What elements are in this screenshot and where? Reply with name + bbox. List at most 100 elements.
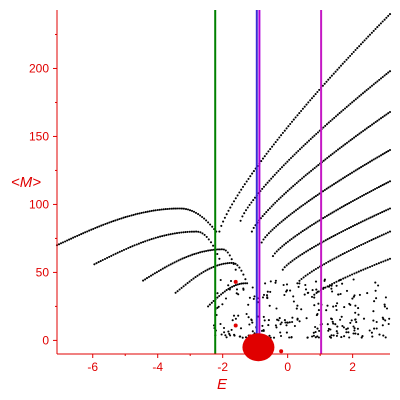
data-point xyxy=(240,269,243,272)
data-point xyxy=(348,274,351,277)
data-point xyxy=(351,273,354,276)
data-point xyxy=(282,219,285,222)
data-point xyxy=(355,197,358,201)
data-point xyxy=(383,74,386,77)
y-axis-label: <M> xyxy=(11,174,41,191)
data-point xyxy=(356,96,359,99)
data-point xyxy=(261,157,265,160)
data-point xyxy=(345,331,348,334)
data-point xyxy=(342,326,345,329)
data-point xyxy=(303,228,306,231)
data-point xyxy=(239,219,242,222)
data-point xyxy=(235,292,238,295)
data-point xyxy=(289,156,293,160)
data-point xyxy=(318,329,321,332)
data-point xyxy=(327,155,331,158)
data-point xyxy=(240,188,243,191)
data-point xyxy=(372,122,375,125)
data-point xyxy=(218,257,221,260)
data-point xyxy=(300,277,303,281)
data-point xyxy=(371,264,374,268)
data-point xyxy=(312,245,316,248)
data-point xyxy=(313,196,316,199)
data-point xyxy=(317,302,320,305)
data-point xyxy=(354,318,357,321)
data-point xyxy=(133,244,136,247)
data-point xyxy=(313,134,316,137)
data-point xyxy=(387,150,390,153)
data-point xyxy=(163,234,166,237)
data-point xyxy=(305,201,308,204)
data-point xyxy=(285,216,289,219)
data-point xyxy=(297,255,300,258)
data-point xyxy=(290,336,293,339)
data-point xyxy=(350,319,353,322)
data-point xyxy=(343,306,346,309)
data-point xyxy=(216,292,219,295)
data-point xyxy=(388,207,392,210)
data-point xyxy=(96,226,99,229)
data-point xyxy=(120,249,123,252)
data-point xyxy=(330,284,333,287)
data-point xyxy=(104,222,107,226)
data-point xyxy=(156,236,160,239)
data-point xyxy=(283,129,286,132)
data-point xyxy=(360,131,363,134)
data-point xyxy=(333,281,336,284)
data-point xyxy=(230,261,233,264)
data-point xyxy=(271,145,274,148)
data-point xyxy=(373,263,376,267)
data-point xyxy=(238,191,241,194)
data-point xyxy=(328,237,331,240)
data-point xyxy=(314,325,317,329)
data-point xyxy=(336,325,339,328)
data-point xyxy=(192,210,196,213)
x-axis-label: E xyxy=(217,376,228,393)
data-point xyxy=(267,150,270,153)
data-point xyxy=(94,226,97,230)
data-point xyxy=(372,310,375,313)
data-point xyxy=(333,257,336,260)
data-point xyxy=(295,181,298,185)
data-point xyxy=(243,183,246,186)
data-point xyxy=(267,324,270,327)
data-point xyxy=(387,112,390,115)
data-point xyxy=(273,226,276,230)
data-point xyxy=(312,222,315,225)
data-point xyxy=(197,213,200,216)
data-point xyxy=(281,268,284,271)
data-point xyxy=(375,327,378,330)
data-point xyxy=(334,234,337,237)
data-point xyxy=(212,265,215,268)
data-point xyxy=(199,214,202,217)
data-point xyxy=(298,320,301,323)
data-point xyxy=(340,206,343,209)
data-point xyxy=(298,112,301,115)
data-point xyxy=(147,275,151,278)
data-point xyxy=(294,235,297,238)
data-point xyxy=(72,236,75,239)
data-point xyxy=(348,227,351,230)
data-point xyxy=(379,185,382,188)
data-point xyxy=(312,95,315,98)
data-point xyxy=(288,158,291,161)
data-point xyxy=(307,139,311,142)
data-point xyxy=(358,293,361,296)
data-point xyxy=(276,138,279,141)
data-point xyxy=(293,258,296,261)
data-point xyxy=(266,296,269,299)
data-point xyxy=(345,141,349,144)
data-point xyxy=(388,317,391,320)
data-point xyxy=(280,321,283,324)
data-point xyxy=(371,215,374,218)
data-point xyxy=(182,207,185,210)
data-point xyxy=(139,241,143,244)
y-tick-label: 150 xyxy=(29,129,49,143)
data-point xyxy=(306,273,309,276)
data-point xyxy=(162,208,165,211)
data-point xyxy=(336,332,339,335)
data-point xyxy=(312,334,315,337)
data-point xyxy=(262,315,265,318)
data-point xyxy=(278,317,281,320)
data-point xyxy=(327,78,330,81)
